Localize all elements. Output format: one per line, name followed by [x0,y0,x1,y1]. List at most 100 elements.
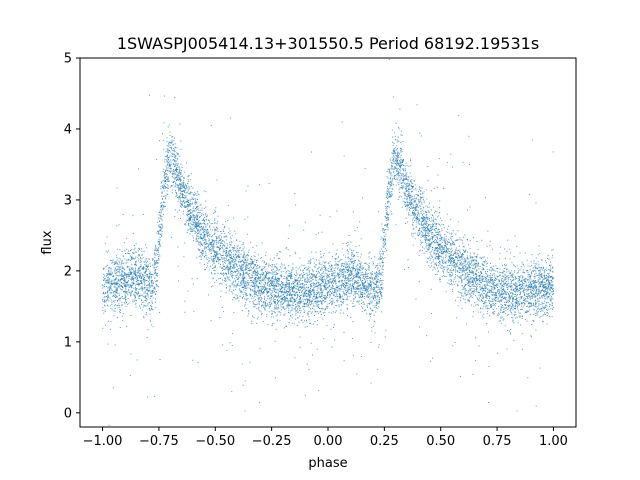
data-point [430,288,432,290]
data-point [330,328,332,330]
data-point [161,219,163,221]
data-point [545,262,547,264]
data-point [527,305,529,307]
data-point [399,195,401,197]
data-point [246,298,248,300]
data-point [160,223,162,225]
data-point [259,347,261,349]
data-point [195,222,197,224]
data-point [248,310,250,312]
data-point [436,186,438,188]
data-point [132,284,134,286]
data-point [242,248,244,250]
data-point [507,329,509,331]
data-point [152,292,154,294]
data-point [299,274,301,276]
data-point [189,208,191,210]
data-point [268,265,269,267]
data-point [227,244,229,246]
data-point [354,281,356,283]
data-point [508,299,510,301]
data-point [489,277,491,279]
data-point [475,265,477,267]
data-point [140,282,142,284]
data-point [176,147,178,149]
data-point [307,294,309,296]
data-point [249,301,251,303]
data-point [251,285,253,287]
data-point [237,278,239,280]
data-point [241,287,243,289]
data-point [113,315,115,317]
data-point [161,231,163,233]
data-point [368,319,370,321]
data-point [227,277,229,279]
data-point [297,305,299,307]
data-point [488,401,490,403]
data-point [293,301,295,303]
data-point [343,286,345,288]
data-point [485,273,487,275]
data-point [280,263,282,265]
data-point [461,307,463,309]
data-point [115,274,117,276]
data-point [472,265,474,267]
data-point [285,298,287,300]
data-point [533,280,535,282]
data-point [191,223,193,225]
data-point [463,286,465,288]
data-point [431,226,433,228]
data-point [243,246,245,248]
data-point [534,266,536,268]
data-point [522,279,524,281]
data-point [541,295,543,297]
data-point [249,293,251,295]
data-point [145,285,147,287]
data-point [397,139,399,141]
data-point [201,251,203,253]
data-point [204,236,206,238]
data-point [185,197,187,199]
data-point [469,286,471,288]
data-point [372,261,374,263]
data-point [504,267,506,269]
data-point [451,284,453,286]
data-point [156,158,158,160]
data-point [463,250,465,252]
data-point [179,183,181,185]
data-point [476,262,478,264]
data-point [269,282,271,284]
data-point [234,271,236,273]
data-point [260,313,262,315]
data-point [331,267,333,269]
data-point [362,197,364,199]
data-point [121,301,123,303]
data-point [403,178,405,180]
data-point [379,264,381,266]
data-point [483,261,485,263]
data-point [503,285,505,287]
data-point [354,288,356,290]
data-point [341,268,343,270]
data-point [456,263,458,265]
data-point [228,263,230,265]
data-point [165,195,167,197]
data-point [276,255,278,257]
data-point [549,268,551,270]
data-point [464,260,466,262]
data-point [467,282,469,284]
data-point [274,288,276,290]
data-point [398,196,400,198]
data-point [440,237,442,239]
data-point [479,274,481,276]
data-point [483,313,485,315]
data-point [289,225,291,227]
data-point [352,255,354,257]
data-point [335,282,337,284]
data-point [270,283,272,285]
data-point [139,296,141,298]
data-point [313,290,315,292]
data-point [152,281,154,283]
data-point [196,201,198,203]
data-point [189,205,191,207]
